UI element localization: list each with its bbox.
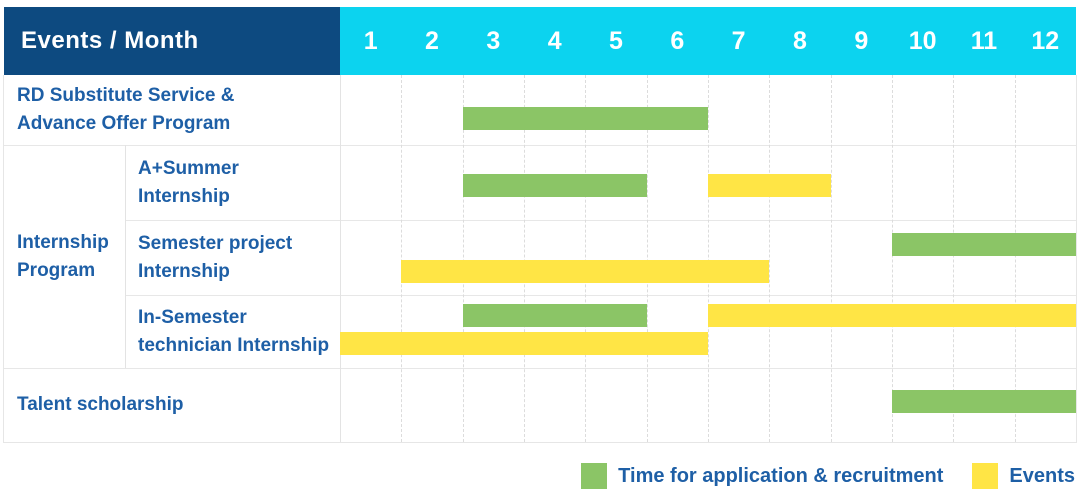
grid-line [462,75,464,442]
label-line: Internship [138,185,230,207]
grid-line [953,75,955,442]
month-header-7: 7 [731,26,746,55]
application-recruitment-bar [892,390,1076,413]
month-header-4: 4 [547,26,562,55]
grid-line [4,145,1076,146]
table-title-cell: Events / Month [4,7,340,75]
label-line: Internship [17,231,109,253]
label-line: RD Substitute Service & [17,85,235,106]
grid-line [4,368,1076,369]
label-line: technician Internship [138,334,330,356]
grid-line [125,295,1076,296]
month-header-row: 1 2 3 4 5 6 7 8 9 10 11 12 [340,7,1076,75]
label-line: In-Semester [138,306,247,328]
grid-line [401,75,403,442]
legend-label-events: Events [1009,464,1075,487]
label-line: Talent scholarship [17,394,184,415]
label-line: Internship [138,260,230,282]
group-label-internship-program: Internship Program [4,145,125,368]
month-header-9: 9 [854,26,869,55]
table-header-row: Events / Month 1 2 3 4 5 6 7 8 9 10 11 12 [4,7,1076,75]
grid-line [646,75,648,442]
application-recruitment-bar [462,174,647,197]
row-label-in-semester-technician-internship: In-Semester technician Internship [125,295,340,368]
label-line: Program [17,259,96,281]
label-line: Semester project [138,232,293,254]
grid-line [769,75,771,442]
month-header-12: 12 [1031,26,1060,55]
grid-line [524,75,525,442]
event-bar [708,304,1076,327]
month-header-1: 1 [363,26,378,55]
month-header-3: 3 [486,26,501,55]
application-recruitment-bar [462,304,647,327]
label-line: A+Summer [138,157,239,179]
application-recruitment-bar [892,233,1076,256]
month-header-6: 6 [670,26,685,55]
legend-swatch-application-icon [581,463,608,489]
grid-line [1014,75,1016,442]
event-bar [401,260,770,283]
row-label-talent-scholarship: Talent scholarship [4,368,340,442]
month-header-8: 8 [793,26,807,55]
application-recruitment-bar [462,107,708,130]
table-body: RD Substitute Service & Advance Offer Pro… [3,75,1077,443]
month-header-10: 10 [908,26,937,55]
grid-line [125,220,1076,221]
row-label-a-plus-summer-internship: A+Summer Internship [125,145,340,220]
event-bar [708,174,831,197]
grid-line [125,145,126,368]
legend-swatch-events-icon [972,463,999,489]
legend-label-application: Time for application & recruitment [618,464,944,487]
month-header-2: 2 [425,26,439,55]
grid-line [830,75,832,442]
month-header-5: 5 [609,26,623,55]
legend: Time for application & recruitment Event… [581,456,1075,494]
label-line: Advance Offer Program [17,113,231,134]
grid-line [340,75,341,442]
table-title: Events / Month [21,27,199,54]
grid-line [708,75,709,442]
month-header-11: 11 [970,26,998,55]
events-table: Events / Month 1 2 3 4 5 6 7 8 9 10 11 12 RD Substi… [3,7,1077,443]
event-bar [340,332,708,355]
row-label-rd-substitute-service: RD Substitute Service & Advance Offer Pro… [4,75,340,145]
grid-line [892,75,893,442]
row-label-semester-project-internship: Semester project Internship [125,220,340,295]
grid-line [585,75,587,442]
